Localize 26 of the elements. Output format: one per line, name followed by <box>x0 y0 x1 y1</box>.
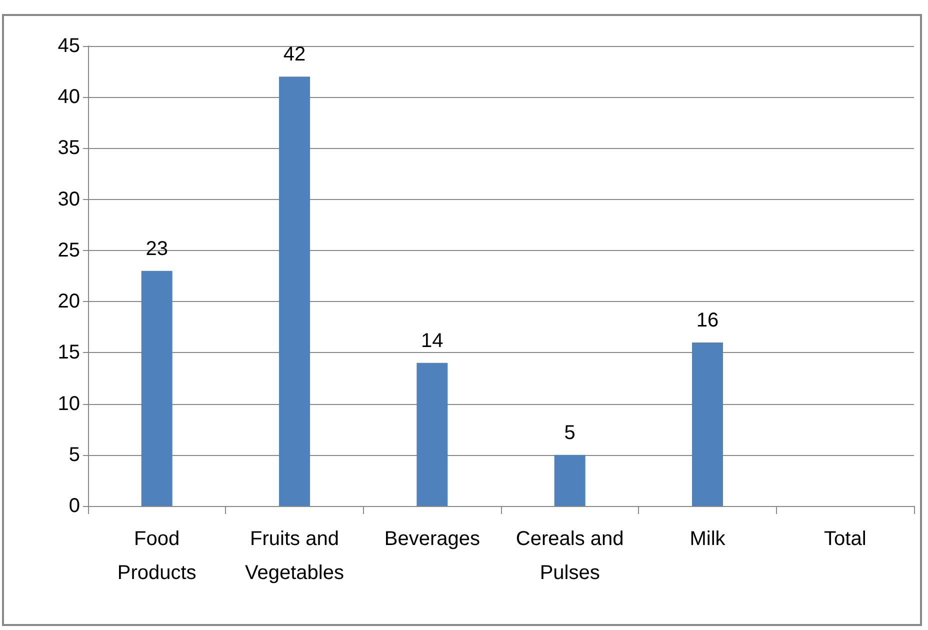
bar <box>554 454 586 506</box>
x-tick-label: Total <box>824 528 866 550</box>
data-label: 23 <box>146 238 168 260</box>
x-tick-label: Food Products <box>117 528 196 584</box>
x-tick-label: Fruits and Vegetables <box>245 528 344 584</box>
y-tick-label: 0 <box>68 495 80 517</box>
y-tick-label: 20 <box>58 290 80 313</box>
x-tick-label: Cereals and Pulses <box>516 528 624 584</box>
bar <box>416 362 448 506</box>
y-tick-label: 25 <box>58 239 80 262</box>
y-tick-label: 10 <box>58 392 80 415</box>
x-tick-label: Milk <box>690 528 726 550</box>
y-tick-label: 45 <box>58 35 80 57</box>
bar <box>279 76 310 506</box>
y-tick-label: 15 <box>58 342 80 364</box>
data-label: 42 <box>283 44 306 66</box>
bar <box>692 342 723 506</box>
y-tick-label: 40 <box>58 86 80 108</box>
y-tick-label: 35 <box>58 137 80 160</box>
bar <box>141 270 172 506</box>
x-tick-label: Beverages <box>384 528 480 550</box>
data-label: 16 <box>696 309 719 332</box>
data-label: 5 <box>564 422 576 444</box>
y-tick-label: 5 <box>68 444 80 466</box>
data-label: 14 <box>421 330 444 352</box>
y-tick-label: 30 <box>58 188 80 210</box>
